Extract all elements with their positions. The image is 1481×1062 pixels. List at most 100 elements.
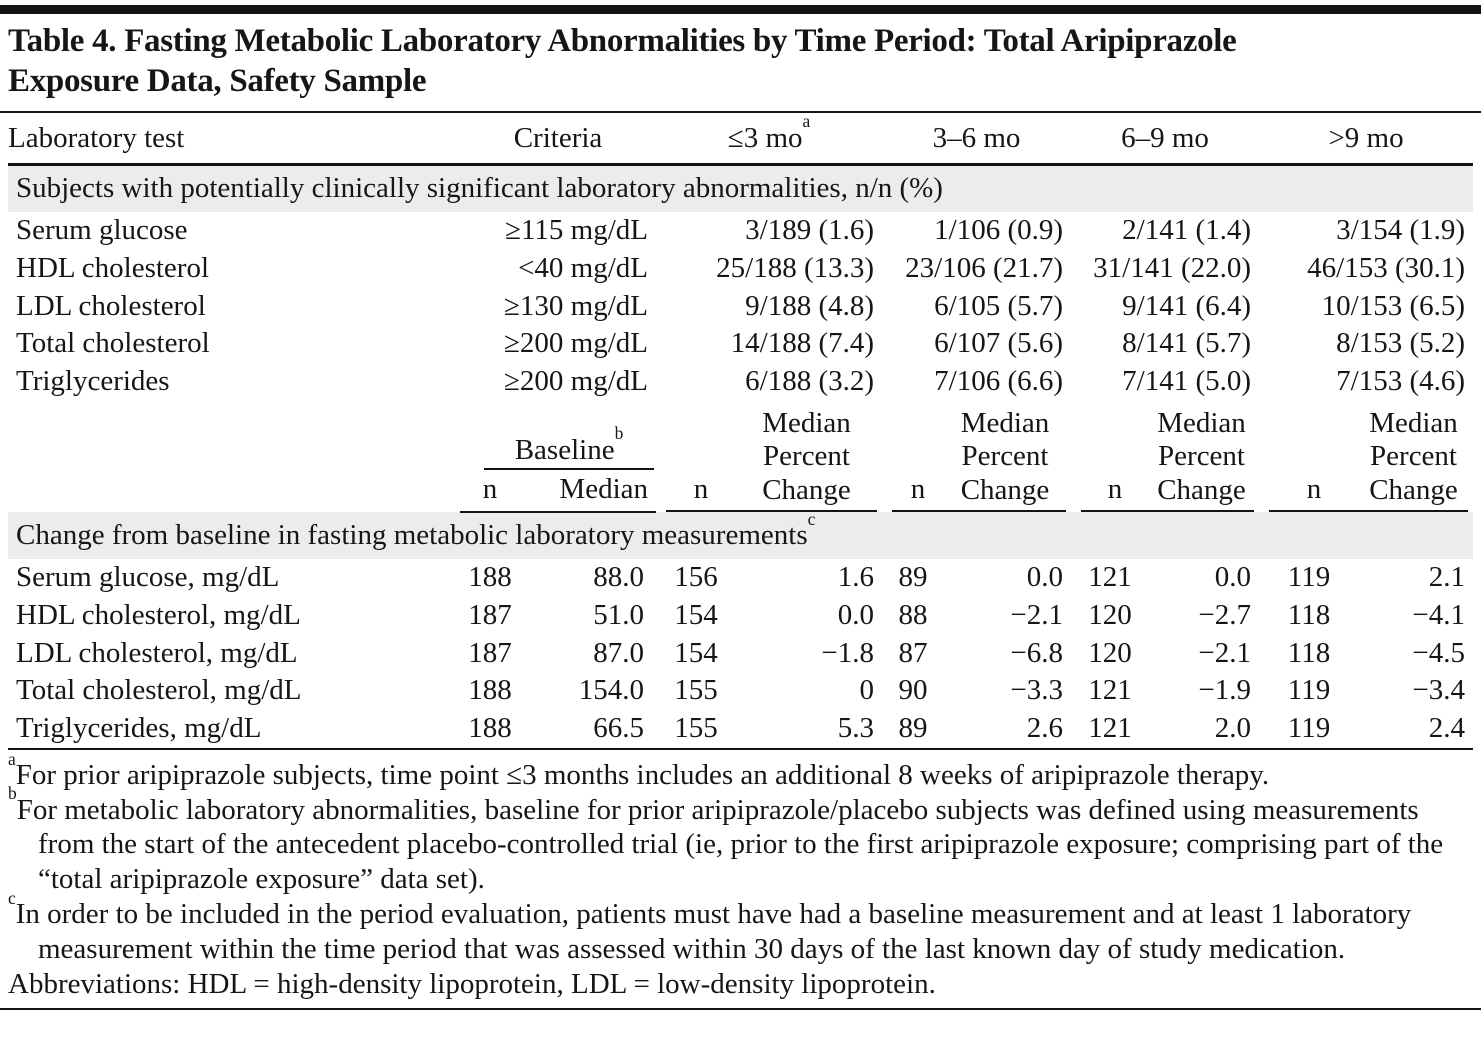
baseline-n-cell: 188 <box>468 712 512 745</box>
value-cell: 1/106 (0.9) <box>934 214 1064 247</box>
footnote-c: cIn order to be included in the period e… <box>8 887 1412 965</box>
baseline-n-cell: 187 <box>468 636 512 669</box>
period-subheader-6-9mo: n Median Percent Change <box>1071 401 1259 513</box>
table-row: Triglycerides, mg/dL 188 66.5 155 5.3 89… <box>8 710 1473 749</box>
n-cell: 156 <box>674 560 718 593</box>
value-cell: 7/141 (5.0) <box>1122 365 1252 398</box>
n-label: n <box>1306 473 1322 506</box>
value-cell: 6/105 (5.7) <box>934 289 1064 322</box>
table-row: Serum glucose ≥115 mg/dL 3/189 (1.6) 1/1… <box>8 212 1473 250</box>
median-percent-change-label: Median Percent Change <box>1157 407 1246 506</box>
table-title-line2: Exposure Data, Safety Sample <box>8 63 427 100</box>
table-row: Total cholesterol ≥200 mg/dL 14/188 (7.4… <box>8 325 1473 363</box>
baseline-median-cell: 51.0 <box>593 598 645 631</box>
n-cell: 155 <box>674 674 718 707</box>
baseline-n-label: n <box>482 473 498 506</box>
value-cell: 8/153 (5.2) <box>1336 327 1466 360</box>
change-cell: 0 <box>859 674 875 707</box>
footnote-a-marker: a <box>8 748 16 769</box>
table-row: LDL cholesterol ≥130 mg/dL 9/188 (4.8) 6… <box>8 288 1473 326</box>
value-cell: 7/153 (4.6) <box>1336 365 1466 398</box>
median-percent-change-label: Median Percent Change <box>960 407 1050 506</box>
value-cell: 7/106 (6.6) <box>934 365 1064 398</box>
footnote-b-marker: b <box>8 783 17 804</box>
col-header-period-gt9mo: >9 mo <box>1259 112 1474 167</box>
value-cell: 6/107 (5.6) <box>934 327 1064 360</box>
n-cell: 88 <box>898 598 928 631</box>
change-cell: −3.3 <box>1010 674 1064 707</box>
lab-test-cell: Total cholesterol, mg/dL <box>16 674 302 707</box>
value-cell: 9/141 (6.4) <box>1122 289 1252 322</box>
baseline-subheader: Baselineb n Median <box>460 401 657 514</box>
period-subheader-le3mo: n Median Percent Change <box>656 401 882 513</box>
table-row: Total cholesterol, mg/dL 188 154.0 155 0… <box>8 672 1473 710</box>
section2-heading: Change from baseline in fasting metaboli… <box>8 510 1474 559</box>
period-subheader-gt9mo: n Median Percent Change <box>1259 401 1473 513</box>
change-cell: −4.5 <box>1412 636 1466 669</box>
change-cell: −3.4 <box>1412 674 1466 707</box>
change-cell: 2.6 <box>1026 712 1064 745</box>
mid-header-row: Baselineb n Median n Median Percent Chan… <box>8 401 1473 514</box>
col-header-period-le3mo: ≤3 moa <box>656 111 883 167</box>
value-cell: 3/154 (1.9) <box>1336 214 1466 247</box>
n-cell: 154 <box>674 598 718 631</box>
criteria-cell: ≥130 mg/dL <box>504 289 649 322</box>
lab-test-cell: Total cholesterol <box>16 327 210 360</box>
baseline-n-cell: 187 <box>468 598 512 631</box>
n-cell: 120 <box>1088 636 1132 669</box>
n-label: n <box>910 473 926 506</box>
criteria-cell: ≥115 mg/dL <box>505 214 649 247</box>
value-cell: 14/188 (7.4) <box>730 327 875 360</box>
lab-test-cell: LDL cholesterol, mg/dL <box>16 636 298 669</box>
n-cell: 155 <box>674 712 718 745</box>
n-cell: 120 <box>1088 598 1132 631</box>
change-cell: 0.0 <box>837 598 875 631</box>
col-header-period-6-9mo: 6–9 mo <box>1071 112 1260 167</box>
footnote-marker-a: a <box>802 111 811 132</box>
lab-test-cell: LDL cholesterol <box>16 289 206 322</box>
col-header-laboratory-test: Laboratory test <box>8 112 460 167</box>
footnote-a: aFor prior aripiprazole subjects, time p… <box>8 748 1270 791</box>
baseline-median-cell: 87.0 <box>593 636 645 669</box>
footnote-b: bFor metabolic laboratory abnormalities,… <box>8 783 1444 896</box>
baseline-median-label: Median <box>559 473 649 506</box>
lab-test-cell: HDL cholesterol, mg/dL <box>16 598 301 631</box>
col-header-period-3-6mo: 3–6 mo <box>882 112 1072 167</box>
n-cell: 119 <box>1287 674 1331 707</box>
title-divider-rule <box>0 110 1481 113</box>
table-title: Table 4. Fasting Metabolic Laboratory Ab… <box>0 14 1481 111</box>
value-cell: 3/189 (1.6) <box>745 214 875 247</box>
bottom-rule <box>0 1008 1481 1011</box>
n-cell: 119 <box>1287 560 1331 593</box>
footnote-marker-b: b <box>614 423 624 444</box>
baseline-median-cell: 66.5 <box>593 712 645 745</box>
value-cell: 25/188 (13.3) <box>716 251 875 284</box>
n-cell: 121 <box>1088 674 1132 707</box>
n-cell: 121 <box>1088 712 1132 745</box>
n-cell: 89 <box>898 712 928 745</box>
change-cell: 2.4 <box>1428 712 1466 745</box>
lab-test-cell: Serum glucose <box>16 214 188 247</box>
change-cell: 5.3 <box>837 712 875 745</box>
value-cell: 31/141 (22.0) <box>1093 251 1252 284</box>
n-cell: 118 <box>1287 598 1331 631</box>
n-cell: 89 <box>898 560 928 593</box>
change-cell: −4.1 <box>1412 598 1466 631</box>
baseline-n-cell: 188 <box>468 674 512 707</box>
value-cell: 9/188 (4.8) <box>745 289 875 322</box>
change-cell: −6.8 <box>1010 636 1064 669</box>
change-cell: −1.8 <box>821 636 875 669</box>
section1-heading-row: Subjects with potentially clinically sig… <box>8 164 1474 213</box>
col-header-criteria: Criteria <box>460 112 657 167</box>
lab-test-cell: Triglycerides <box>16 365 170 398</box>
change-cell: 2.1 <box>1428 560 1466 593</box>
section1-heading: Subjects with potentially clinically sig… <box>8 164 1474 213</box>
change-cell: 2.0 <box>1214 712 1252 745</box>
n-cell: 90 <box>898 674 928 707</box>
criteria-cell: <40 mg/dL <box>518 251 649 284</box>
table-row: HDL cholesterol <40 mg/dL 25/188 (13.3) … <box>8 250 1473 288</box>
change-cell: −2.1 <box>1198 636 1252 669</box>
table-title-line1: Table 4. Fasting Metabolic Laboratory Ab… <box>8 23 1237 59</box>
lab-test-cell: HDL cholesterol <box>16 251 210 284</box>
n-cell: 119 <box>1287 712 1331 745</box>
